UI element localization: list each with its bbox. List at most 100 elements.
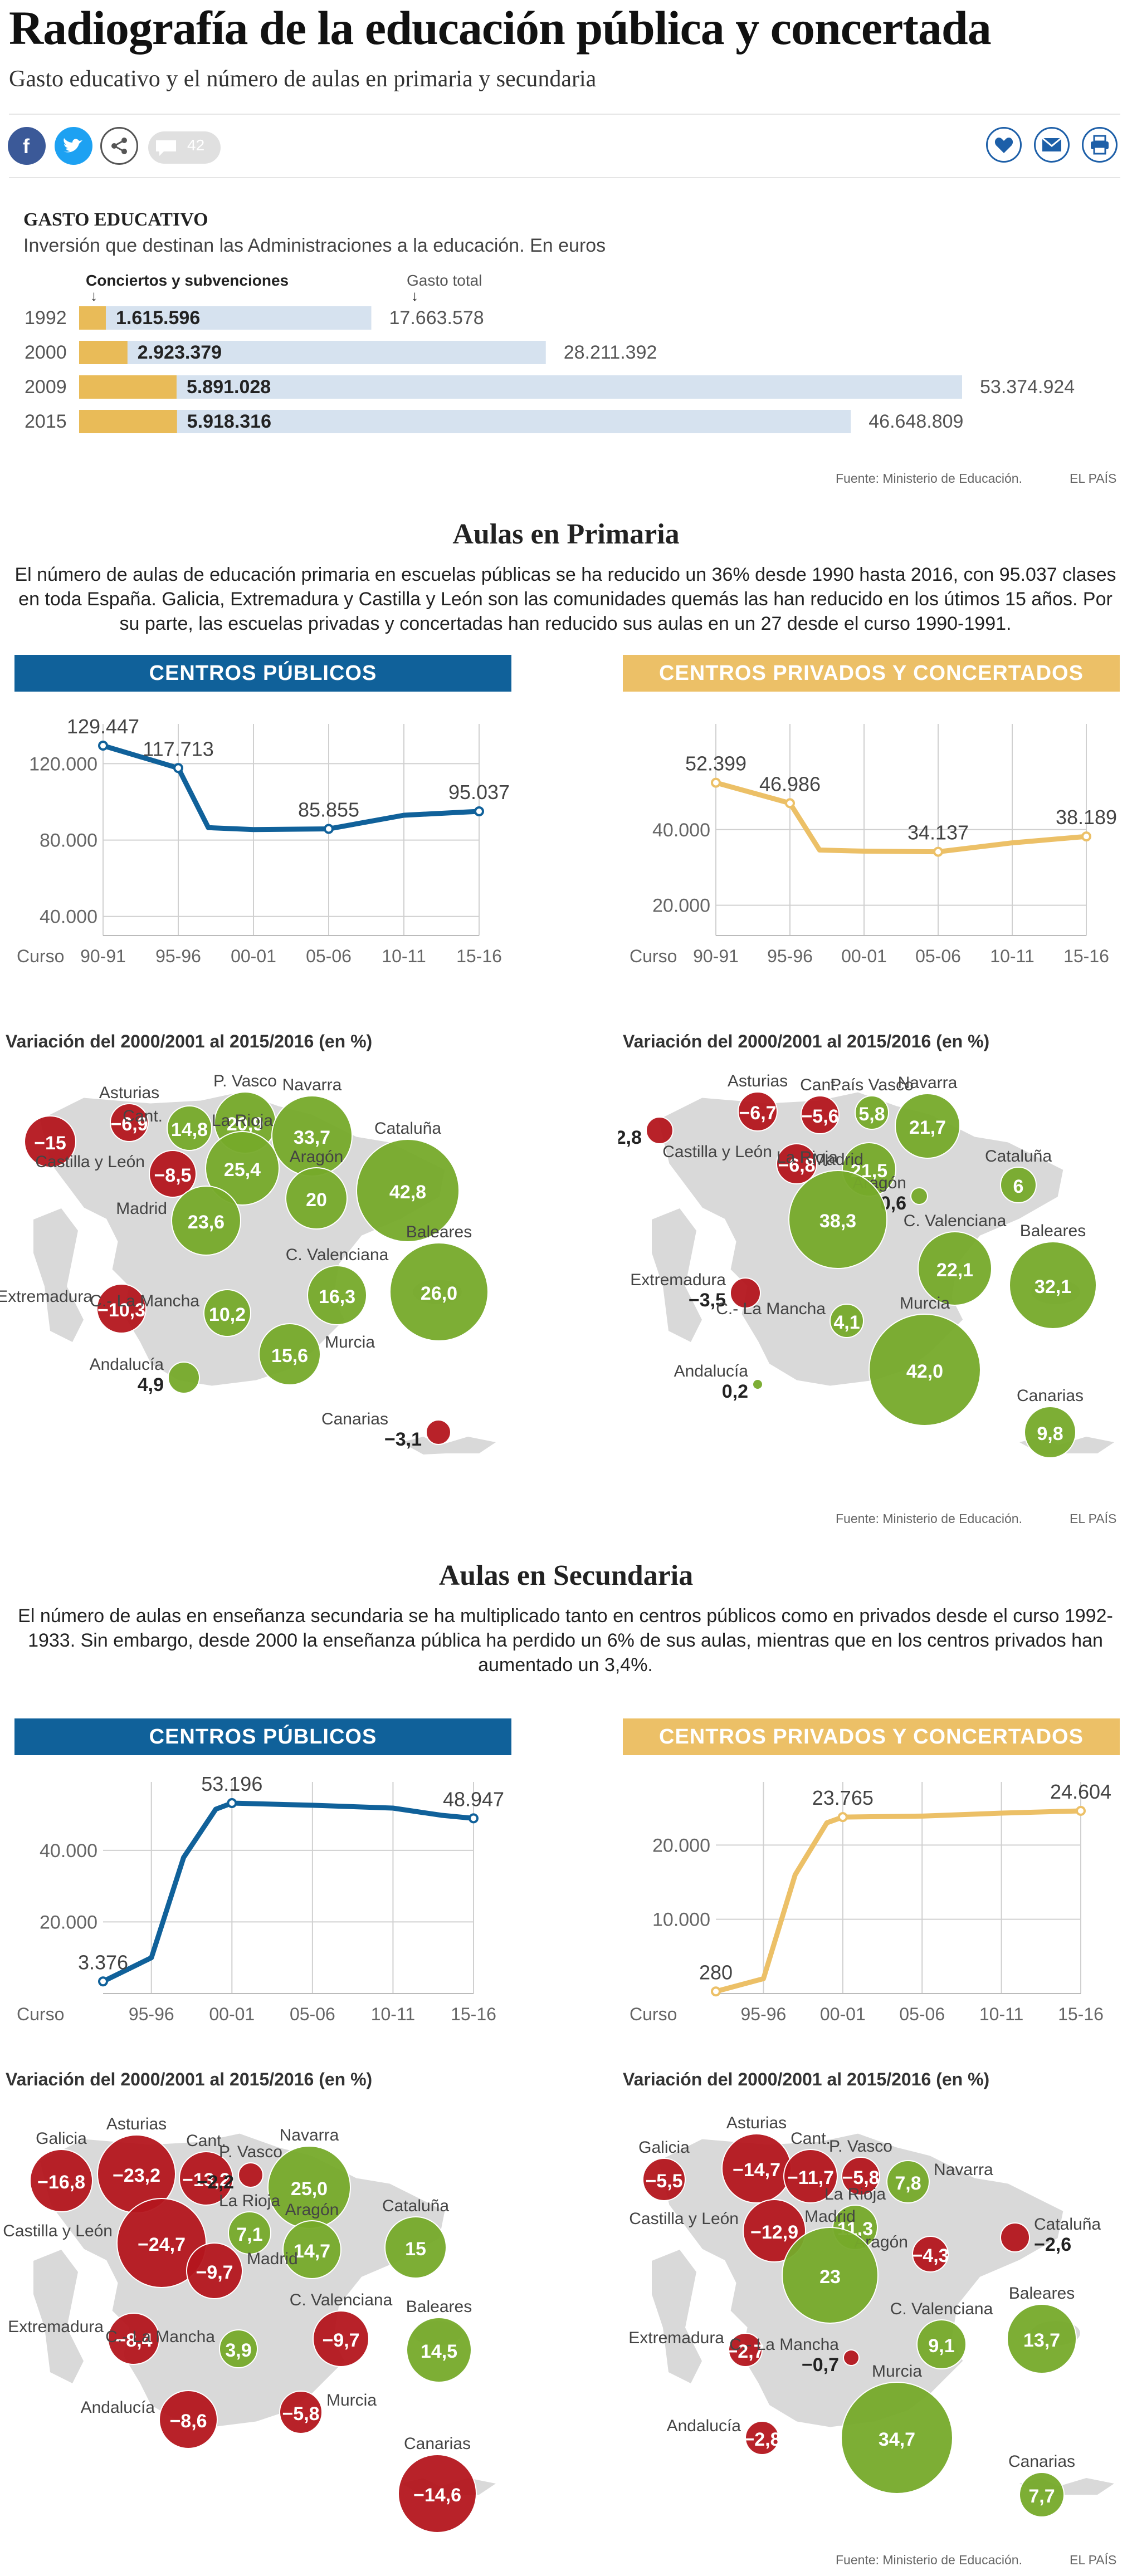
region-value-label: −6,8: [778, 1155, 815, 1176]
favorite-button[interactable]: [986, 127, 1022, 163]
data-point: [474, 806, 484, 817]
facebook-share-button[interactable]: f: [8, 127, 46, 165]
print-button[interactable]: [1082, 127, 1118, 163]
region-name-label: Cant.: [791, 2129, 831, 2148]
bar-conciertos: [79, 410, 177, 433]
brand-label: EL PAÍS: [1070, 471, 1117, 486]
region-bubble: [801, 1095, 840, 1134]
region-value-label: −5,8: [282, 2403, 319, 2425]
x-tick-label: 05-06: [899, 2004, 945, 2024]
bar-category-label: 2015: [25, 411, 67, 432]
x-tick-label: 05-06: [915, 946, 961, 966]
x-tick-label: 10-11: [371, 2004, 415, 2024]
x-tick-label: 00-01: [209, 2004, 255, 2024]
bar-total: [79, 375, 962, 399]
portugal-shape: [33, 2250, 84, 2383]
region-name-label: Andalucía: [667, 2417, 741, 2435]
region-name-label: Canarias: [1008, 2452, 1075, 2471]
region-value-label: 16,3: [319, 1286, 355, 1307]
email-button[interactable]: [1034, 127, 1070, 163]
region-bubble: [228, 2211, 271, 2255]
region-name-label: Aragón: [285, 2201, 339, 2219]
gasto-title: GASTO EDUCATIVO: [23, 209, 208, 230]
x-tick-label: 10-11: [979, 2004, 1023, 2024]
region-value-label: −5,5: [645, 2171, 682, 2192]
region-bubble: [788, 1170, 887, 1269]
data-point: [173, 763, 183, 773]
x-axis-label: Curso: [17, 2004, 64, 2024]
x-tick-label: 00-01: [841, 946, 887, 966]
bar-conciertos-label: 5.918.316: [187, 411, 271, 432]
region-bubble: [841, 2382, 953, 2494]
region-value-label: 0,2: [722, 1381, 748, 1402]
region-name-label: C. Valenciana: [286, 1246, 389, 1264]
portugal-shape: [652, 1208, 702, 1342]
region-value-label: 14,8: [171, 1119, 208, 1140]
legend-arrow-total: ↓: [411, 287, 418, 304]
region-bubble: [868, 1314, 981, 1426]
region-name-label: Baleares: [1009, 2284, 1075, 2303]
region-bubble: [398, 2454, 477, 2533]
region-bubble: [646, 1116, 674, 1144]
heart-icon: [994, 138, 1013, 153]
data-point: [711, 1986, 721, 1997]
region-name-label: Extremadura: [630, 1271, 726, 1289]
x-tick-label: 15-16: [456, 946, 502, 966]
region-name-label: Madrid: [812, 1150, 863, 1169]
region-bubble: [356, 1139, 460, 1242]
region-name-label: Asturias: [106, 2115, 167, 2133]
secundaria-public-bubble-map: Galicia −16,8 Asturias −23,2 Cant. −13,2 P. Va…: [3, 2115, 496, 2533]
series-line: [100, 1800, 476, 1984]
region-name-label: Castilla y León: [629, 2210, 739, 2228]
data-label: 24.604: [1050, 1780, 1111, 1803]
region-value-label: 5,8: [858, 1104, 885, 1125]
data-label: 129.447: [67, 715, 139, 738]
region-value-label: 10,2: [209, 1304, 246, 1325]
region-value-label: 23: [819, 2266, 841, 2288]
region-value-label: 33,7: [294, 1127, 330, 1148]
brand-label: EL PAÍS: [1070, 2553, 1117, 2567]
region-bubble: [406, 2317, 472, 2383]
data-point: [1076, 1805, 1086, 1816]
y-tick-label: 20.000: [40, 1912, 97, 1933]
region-name-label: Cant.: [123, 1107, 163, 1125]
y-tick-label: 40.000: [40, 907, 97, 928]
secundaria-private-map-title: Variación del 2000/2001 al 2015/2016 (en…: [623, 2069, 990, 2089]
region-bubble: [855, 1095, 889, 1130]
x-tick-label: 05-06: [290, 2004, 335, 2024]
region-bubble: [159, 2390, 218, 2449]
region-value-label: −5,6: [801, 1106, 838, 1127]
source-note: Fuente: Ministerio de Educación.: [836, 471, 1022, 486]
region-bubble: [912, 2236, 949, 2273]
region-name-label: Cant.: [186, 2132, 226, 2150]
region-bubble: [205, 1131, 280, 1206]
region-bubble: [219, 2329, 258, 2368]
region-name-label: Baleares: [1020, 1222, 1086, 1240]
share-button[interactable]: [100, 127, 138, 165]
region-bubble: [116, 2198, 207, 2288]
region-bubble: [108, 2313, 160, 2365]
primaria-public-map-title: Variación del 2000/2001 al 2015/2016 (en…: [6, 1031, 373, 1051]
primaria-private-map-title: Variación del 2000/2001 al 2015/2016 (en…: [623, 1031, 990, 1051]
region-bubble: [738, 1091, 778, 1132]
svg-text:f: f: [23, 135, 30, 157]
region-value-label: −12,9: [750, 2222, 798, 2243]
bar-total-label: 28.211.392: [564, 342, 657, 363]
data-point: [98, 741, 108, 751]
secundaria-public-map-title: Variación del 2000/2001 al 2015/2016 (en…: [6, 2069, 373, 2089]
region-bubble: [279, 2391, 323, 2434]
region-bubble: [149, 1150, 197, 1198]
region-name-label: Cataluña: [1034, 2215, 1101, 2234]
region-name-label: Madrid: [804, 2207, 856, 2226]
region-value-label: −6,9: [110, 1114, 148, 1135]
region-bubble: [1000, 1167, 1037, 1203]
region-name-label: C.- La Mancha: [90, 1292, 199, 1310]
data-point: [785, 798, 795, 809]
x-axis-label: Curso: [17, 946, 64, 966]
region-bubble: [1007, 2304, 1077, 2374]
region-bubble: [110, 1103, 149, 1142]
region-value-label: −2,6: [1034, 2234, 1071, 2255]
twitter-share-button[interactable]: [55, 127, 92, 165]
x-tick-label: 10-11: [990, 946, 1034, 966]
